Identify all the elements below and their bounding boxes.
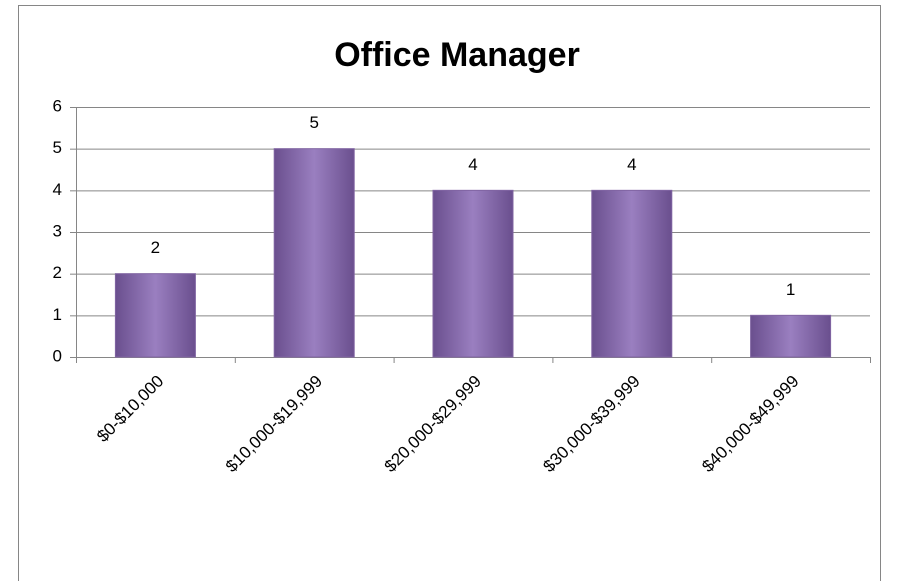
y-tick-label: 4 bbox=[53, 180, 62, 199]
bar bbox=[432, 189, 514, 358]
y-tick-label: 3 bbox=[53, 221, 62, 240]
data-label: 2 bbox=[151, 238, 160, 257]
data-label: 4 bbox=[468, 155, 477, 174]
y-tick-label: 2 bbox=[53, 263, 62, 282]
y-tick-label: 0 bbox=[53, 346, 62, 365]
data-label: 1 bbox=[786, 280, 795, 299]
bar bbox=[750, 314, 832, 358]
bar bbox=[114, 273, 196, 358]
chart-title: Office Manager bbox=[334, 36, 580, 74]
y-tick-label: 1 bbox=[53, 305, 62, 324]
bar bbox=[591, 189, 673, 358]
y-tick-label: 5 bbox=[53, 138, 62, 157]
data-label: 5 bbox=[309, 113, 318, 132]
data-label: 4 bbox=[627, 155, 636, 174]
y-tick-label: 6 bbox=[53, 96, 62, 115]
bar bbox=[273, 148, 355, 358]
